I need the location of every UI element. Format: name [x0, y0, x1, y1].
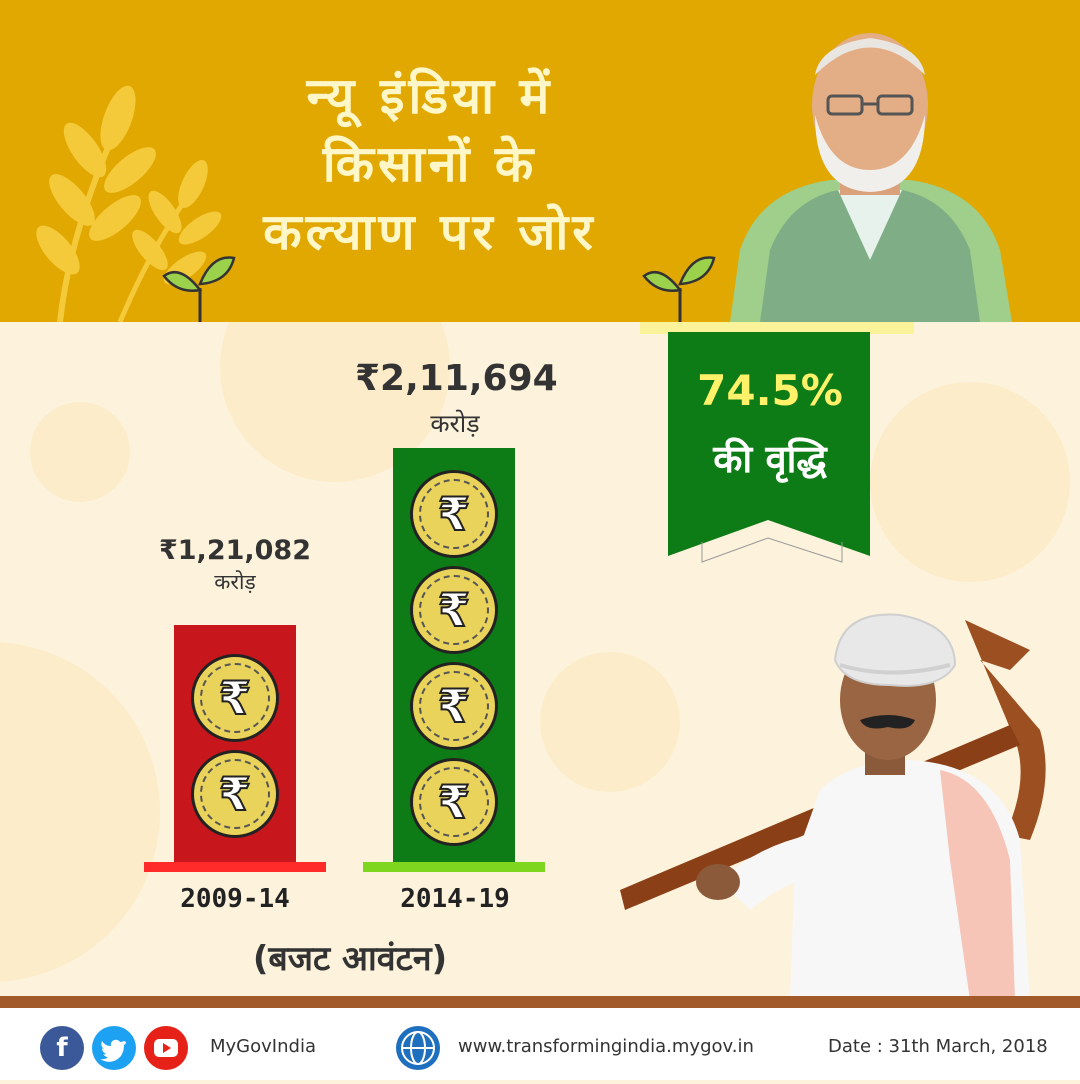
rupee-symbol: ₹: [419, 479, 489, 549]
header-banner: न्यू इंडिया में किसानों के कल्याण पर जोर: [0, 0, 1080, 322]
sprout-icon: [162, 256, 236, 322]
date-text: Date : 31th March, 2018: [828, 1036, 1048, 1057]
rupee-symbol: ₹: [200, 663, 270, 733]
unit-label: करोड़: [214, 570, 256, 594]
rupee-coin-icon: ₹: [410, 470, 498, 558]
category-label: 2014-19: [400, 884, 510, 914]
title-line: न्यू इंडिया में: [306, 67, 554, 125]
title-line: कल्याण पर जोर: [263, 203, 597, 261]
footer-divider: [0, 996, 1080, 1008]
wheat-decoration: [36, 85, 222, 322]
website-link[interactable]: www.transformingindia.mygov.in: [458, 1036, 754, 1057]
facebook-icon[interactable]: f: [40, 1026, 84, 1070]
bar-baseline: [144, 862, 326, 872]
leader-portrait: [730, 33, 1012, 322]
unit-label: करोड़: [430, 409, 480, 438]
rupee-symbol: ₹: [419, 575, 489, 645]
social-handle[interactable]: MyGovIndia: [210, 1036, 316, 1057]
background-circle: [30, 402, 130, 502]
title-line: किसानों के: [322, 135, 538, 193]
bar-baseline: [363, 862, 545, 872]
footer: f MyGovIndia www.transformingindia.mygov…: [0, 1008, 1080, 1080]
background-circle: [540, 652, 680, 792]
rupee-symbol: ₹: [200, 759, 270, 829]
rupee-coin-icon: ₹: [191, 654, 279, 742]
globe-icon: [396, 1026, 440, 1070]
value-label: ₹1,21,082: [158, 535, 312, 566]
rupee-coin-icon: ₹: [191, 750, 279, 838]
farmer-illustration: [620, 613, 1046, 1000]
growth-label: की वृद्धि: [713, 437, 827, 481]
rupee-symbol: ₹: [419, 767, 489, 837]
youtube-icon[interactable]: [144, 1026, 188, 1070]
rupee-coin-icon: ₹: [410, 566, 498, 654]
twitter-icon[interactable]: [92, 1026, 136, 1070]
page-title: न्यू इंडिया में किसानों के कल्याण पर जोर: [200, 62, 660, 266]
x-axis-label: (बजट आवंटन): [252, 939, 448, 979]
rupee-coin-icon: ₹: [410, 662, 498, 750]
value-label: ₹2,11,694: [355, 358, 558, 399]
sprout-icon: [642, 256, 716, 322]
rupee-symbol: ₹: [419, 671, 489, 741]
growth-ribbon: [640, 322, 914, 334]
growth-value: 74.5%: [697, 366, 843, 415]
ribbon-shape: [668, 332, 870, 563]
rupee-coin-icon: ₹: [410, 758, 498, 846]
category-label: 2009-14: [180, 884, 290, 914]
background-circle: [870, 382, 1070, 582]
